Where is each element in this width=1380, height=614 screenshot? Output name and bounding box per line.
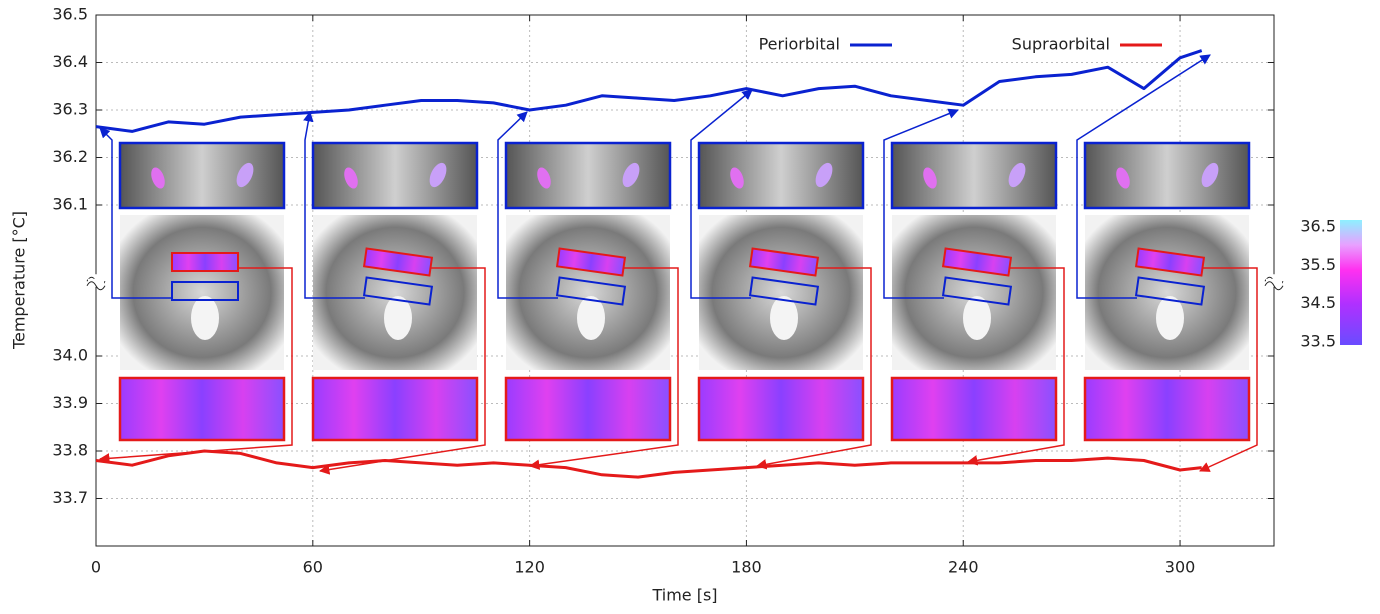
eye-blob (1201, 162, 1219, 188)
callout-blue (690, 89, 753, 299)
colorbar-tick-label: 33.5 (1300, 332, 1336, 351)
x-tick-label: 240 (948, 558, 979, 577)
roi-eyes (362, 276, 434, 306)
eye-blob (537, 167, 551, 189)
eye-blob (923, 167, 937, 189)
roi-forehead (362, 247, 434, 277)
face (313, 215, 477, 370)
thumb-forehead (311, 376, 479, 442)
eye-blob (730, 167, 744, 189)
callout-red (966, 267, 1065, 466)
face (1085, 215, 1249, 370)
eye-blob (1008, 162, 1026, 188)
callout-blue (99, 127, 172, 299)
nose (1156, 296, 1184, 340)
nose (770, 296, 798, 340)
y-axis-title: Temperature [°C] (10, 211, 29, 350)
roi-forehead (1134, 247, 1206, 277)
thumb-forehead (504, 376, 672, 442)
roi-forehead (748, 247, 820, 277)
eye-blob (344, 167, 358, 189)
eye-blob (622, 162, 640, 188)
y-tick-label: 33.9 (52, 393, 88, 412)
y-tick-label: 33.7 (52, 488, 88, 507)
y-tick-label: 36.5 (52, 5, 88, 24)
thumb-forehead (1083, 376, 1251, 442)
eye-blob (151, 167, 165, 189)
legend-label: Periorbital (759, 35, 840, 54)
callout-blue (883, 108, 959, 299)
y-tick-label: 34.0 (52, 346, 88, 365)
x-tick-label: 300 (1165, 558, 1196, 577)
roi-forehead (171, 252, 239, 272)
series-line (95, 49, 1203, 133)
x-tick-label: 180 (731, 558, 762, 577)
face (892, 215, 1056, 370)
eye-blob (429, 162, 447, 188)
thumb-eyes (890, 141, 1058, 210)
y-tick-label: 36.1 (52, 195, 88, 214)
face (506, 215, 670, 370)
y-tick-label: 33.8 (52, 441, 88, 460)
series-line (95, 449, 1202, 479)
thumb-eyes (504, 141, 672, 210)
break-gap (88, 274, 104, 283)
colorbar-tick-label: 36.5 (1300, 217, 1336, 236)
thumb-eyes (1083, 141, 1251, 210)
eye-blob (1116, 167, 1130, 189)
break-gap (88, 278, 104, 287)
thumb-eyes (311, 141, 479, 210)
axis-break (86, 281, 106, 291)
break-gap (1266, 278, 1282, 287)
roi-forehead (941, 247, 1013, 277)
nose (577, 296, 605, 340)
callout-blue (497, 111, 558, 299)
y-tick-label: 36.2 (52, 147, 88, 166)
x-tick-label: 60 (303, 558, 323, 577)
eye-blob (815, 162, 833, 188)
thumb-forehead (890, 376, 1058, 442)
face (120, 215, 284, 370)
colorbar (1340, 220, 1362, 345)
break-gap (1266, 274, 1282, 283)
x-axis-title: Time [s] (651, 586, 717, 605)
thumb-forehead (118, 376, 286, 442)
x-tick-label: 0 (91, 558, 101, 577)
roi-eyes (171, 281, 239, 301)
callout-blue (303, 110, 365, 299)
thumb-eyes (118, 141, 286, 210)
roi-eyes (941, 276, 1013, 306)
nose (384, 296, 412, 340)
face (699, 215, 863, 370)
callout-red (1199, 267, 1258, 472)
roi-eyes (1134, 276, 1206, 306)
roi-eyes (748, 276, 820, 306)
nose (963, 296, 991, 340)
callout-red (755, 267, 872, 470)
legend-label: Supraorbital (1012, 35, 1110, 54)
callout-red (528, 267, 679, 470)
x-tick-label: 120 (514, 558, 545, 577)
eye-blob (236, 162, 254, 188)
thumb-forehead (697, 376, 865, 442)
axis-break (1264, 281, 1284, 291)
colorbar-tick-label: 34.5 (1300, 293, 1336, 312)
roi-forehead (555, 247, 627, 277)
colorbar-tick-label: 35.5 (1300, 255, 1336, 274)
callout-red (318, 267, 486, 475)
y-tick-label: 36.3 (52, 100, 88, 119)
callout-blue (1076, 54, 1211, 299)
thumb-eyes (697, 141, 865, 210)
y-tick-label: 36.4 (52, 52, 88, 71)
nose (191, 296, 219, 340)
roi-eyes (555, 276, 627, 306)
